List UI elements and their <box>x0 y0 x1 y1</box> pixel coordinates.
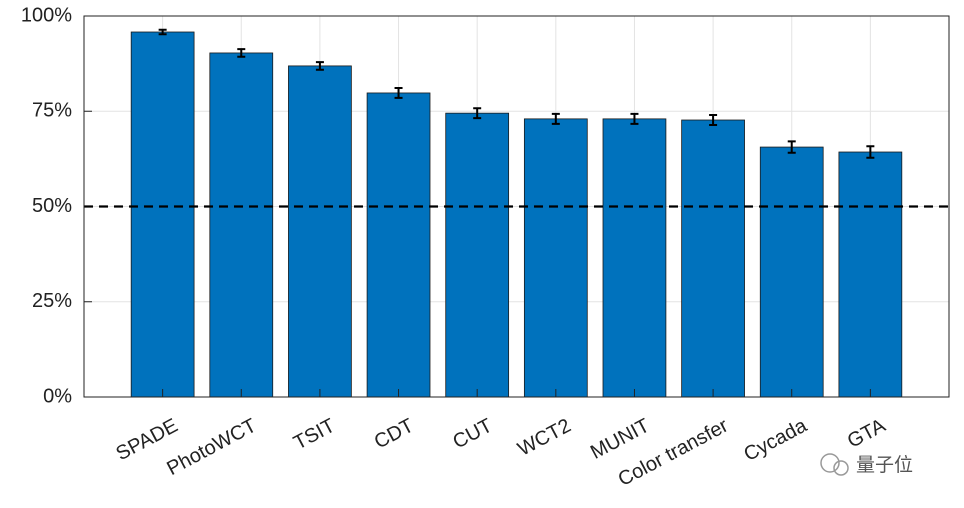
bar <box>445 112 510 398</box>
bar <box>681 119 745 398</box>
bar <box>209 52 274 398</box>
bar <box>838 151 903 398</box>
error-bar <box>473 107 482 120</box>
bar <box>288 65 352 398</box>
watermark-icon <box>833 460 849 476</box>
error-bar <box>787 140 796 154</box>
y-tick-label: 75% <box>32 100 72 122</box>
error-bar <box>866 145 875 159</box>
bar <box>130 31 195 398</box>
error-bar <box>709 114 718 126</box>
error-bar <box>551 112 560 125</box>
error-bar <box>394 87 403 99</box>
bar <box>602 118 667 398</box>
watermark-group: 量子位 <box>820 453 913 476</box>
bar <box>523 118 588 398</box>
bar <box>759 146 824 398</box>
error-bar <box>630 112 639 125</box>
y-tick-label: 50% <box>32 195 72 217</box>
bar <box>366 92 431 398</box>
error-bar <box>315 61 324 71</box>
y-tick-label: 0% <box>43 385 72 407</box>
y-tick-label: 25% <box>32 290 72 312</box>
error-bar <box>158 28 167 36</box>
plot-frame <box>83 15 950 398</box>
error-bar <box>237 48 246 58</box>
watermark: 量子位 <box>856 454 913 476</box>
watermark-icon <box>820 453 840 473</box>
y-tick-label: 100% <box>21 4 72 26</box>
